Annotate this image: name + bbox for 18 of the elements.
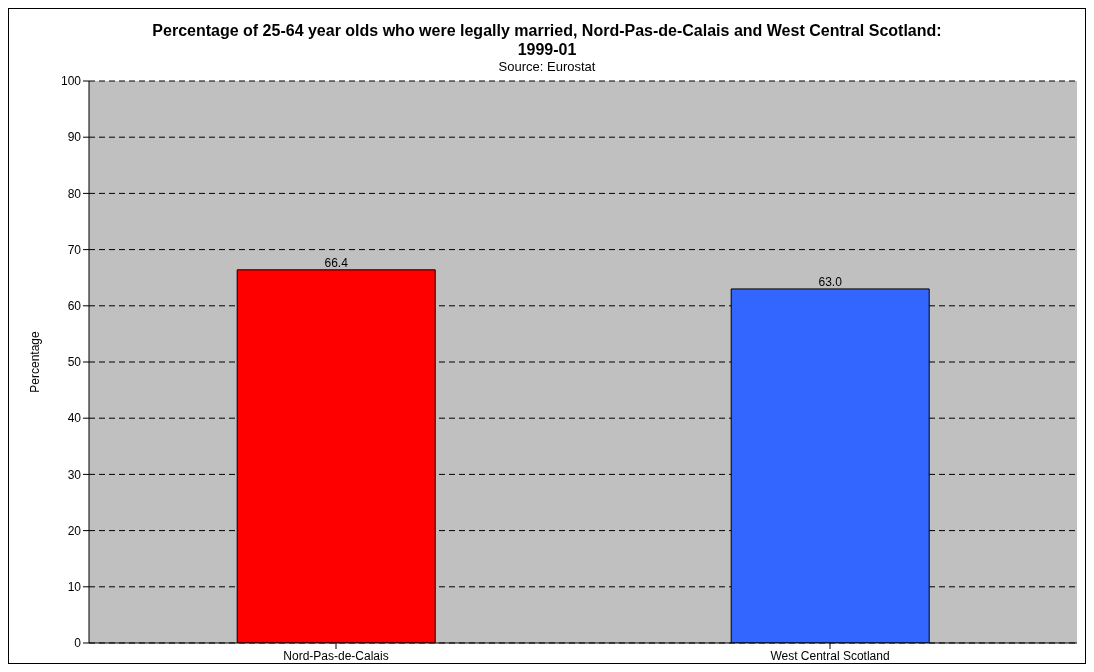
y-axis-title: Percentage bbox=[28, 330, 43, 393]
y-tick-label: 50 bbox=[67, 355, 82, 370]
y-tick-label: 100 bbox=[60, 74, 82, 89]
source-note: Source: Eurostat bbox=[497, 59, 597, 75]
y-tick-label: 60 bbox=[67, 299, 82, 314]
y-tick-label: 30 bbox=[67, 467, 82, 482]
y-tick-label: 80 bbox=[67, 186, 82, 201]
y-tick-label: 90 bbox=[67, 130, 82, 145]
y-tick-label: 40 bbox=[67, 411, 82, 426]
data-label: 66.4 bbox=[324, 255, 349, 270]
y-tick-label: 70 bbox=[67, 242, 82, 257]
y-tick-label: 0 bbox=[74, 636, 82, 651]
x-tick-label: Nord-Pas-de-Calais bbox=[283, 648, 389, 663]
data-label: 63.0 bbox=[818, 274, 843, 289]
chart-title: Percentage of 25-64 year olds who were legally married, Nord-Pas-de-Calais and West Central Scotland: 1999-01 bbox=[151, 21, 943, 59]
y-tick-label: 20 bbox=[67, 523, 82, 538]
y-tick-label: 10 bbox=[67, 580, 82, 595]
x-tick-label: West Central Scotland bbox=[770, 648, 890, 663]
